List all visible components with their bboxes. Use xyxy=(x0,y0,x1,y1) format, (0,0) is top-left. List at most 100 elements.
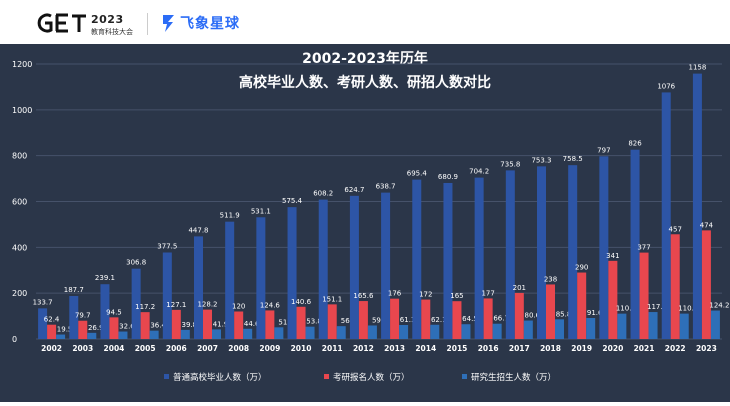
data-label: 165 xyxy=(450,292,463,300)
bar xyxy=(327,304,337,339)
data-label: 56 xyxy=(341,317,350,325)
data-label: 624.7 xyxy=(344,186,364,194)
bar xyxy=(69,295,79,339)
bar xyxy=(274,327,284,339)
data-label: 110.6 xyxy=(616,305,637,313)
bar xyxy=(639,252,649,339)
bar xyxy=(194,236,203,339)
bar xyxy=(38,308,48,339)
x-tick-label: 2007 xyxy=(197,344,218,353)
bar xyxy=(421,299,431,339)
bar xyxy=(265,310,275,339)
bar xyxy=(203,309,212,339)
bar xyxy=(47,324,57,339)
bar xyxy=(599,156,609,339)
bar xyxy=(555,319,564,339)
bar xyxy=(381,192,391,339)
x-axis: 2002 2003 2004 2005 2006 2007 2008 2009 2010 2011… xyxy=(41,344,717,353)
bar xyxy=(87,332,97,339)
data-label: 94.5 xyxy=(106,308,122,316)
x-tick-label: 2012 xyxy=(353,344,374,353)
bar xyxy=(430,324,440,339)
data-label: 79.7 xyxy=(75,312,91,320)
header-divider xyxy=(147,13,148,35)
bar xyxy=(234,311,244,339)
data-label: 128.2 xyxy=(197,301,217,309)
bar xyxy=(679,313,689,339)
bar xyxy=(452,301,462,339)
bar xyxy=(608,260,618,339)
data-label: 638.7 xyxy=(376,183,396,191)
y-tick-label: 0 xyxy=(12,335,17,344)
data-label: 176 xyxy=(388,290,402,298)
bar xyxy=(461,324,471,339)
bar xyxy=(318,199,328,339)
data-label: 53.8 xyxy=(306,318,322,326)
data-label: 62.1 xyxy=(431,316,447,324)
x-tick-label: 2006 xyxy=(166,344,187,353)
brand-subtitle: 教育科技大会 xyxy=(91,28,133,36)
y-tick-label: 800 xyxy=(12,152,27,161)
bar xyxy=(140,312,150,339)
bar xyxy=(390,298,400,339)
data-label: 172 xyxy=(419,291,432,299)
get-logo-icon xyxy=(37,13,86,33)
data-label: 377.5 xyxy=(157,242,177,250)
bar xyxy=(287,207,297,339)
bar xyxy=(367,325,377,339)
data-label: 290 xyxy=(575,264,588,272)
bar xyxy=(100,284,110,339)
x-tick-label: 2016 xyxy=(478,344,499,353)
bar xyxy=(505,170,515,339)
bar xyxy=(256,217,266,339)
x-tick-label: 2020 xyxy=(602,344,623,353)
bar xyxy=(149,330,159,339)
data-label: 680.9 xyxy=(438,173,458,181)
y-tick-label: 600 xyxy=(12,198,27,207)
data-label: 608.2 xyxy=(313,190,333,198)
x-tick-label: 2021 xyxy=(634,344,655,353)
bar xyxy=(305,326,315,339)
bar xyxy=(296,306,306,339)
legend-label: 研究生招生人数（万） xyxy=(471,372,556,383)
x-tick-label: 2005 xyxy=(135,344,156,353)
data-label: 377 xyxy=(637,244,650,252)
x-tick-label: 2017 xyxy=(509,344,530,353)
bar-series: 133.7 62.4 19.5 187.7 79.7 26.9 239.1 94.5 32.6 3… xyxy=(33,64,729,339)
data-label: 1076 xyxy=(657,82,675,90)
data-label: 44.6 xyxy=(244,320,260,328)
x-tick-label: 2004 xyxy=(104,344,125,353)
data-label: 187.7 xyxy=(64,286,84,294)
y-tick-label: 400 xyxy=(12,243,27,252)
bar xyxy=(492,323,502,339)
x-tick-label: 2019 xyxy=(571,344,592,353)
bar xyxy=(78,320,88,339)
bar xyxy=(586,318,596,339)
bar xyxy=(568,165,578,339)
data-label: 124.6 xyxy=(260,301,281,309)
bar xyxy=(670,234,680,339)
bar xyxy=(577,272,587,339)
bar xyxy=(399,324,409,339)
x-tick-label: 2008 xyxy=(228,344,249,353)
data-label: 32.6 xyxy=(119,323,135,331)
data-label: 80.6 xyxy=(525,312,541,320)
data-label: 51 xyxy=(278,318,287,326)
data-label: 531.1 xyxy=(251,207,271,215)
data-label: 165.6 xyxy=(353,292,374,300)
data-label: 62.4 xyxy=(44,316,60,324)
data-label: 474 xyxy=(700,221,714,229)
chart-title: 2002-2023年历年 xyxy=(302,50,428,67)
data-label: 19.5 xyxy=(57,326,73,334)
data-label: 120 xyxy=(232,303,245,311)
chart-panel: 2002-2023年历年 高校毕业人数、考研人数、研招人数对比 0 200 400 6… xyxy=(0,44,730,402)
data-label: 66.7 xyxy=(493,315,509,323)
x-tick-label: 2022 xyxy=(665,344,686,353)
bar xyxy=(692,73,702,339)
bar xyxy=(243,328,253,339)
bar xyxy=(546,284,555,339)
data-label: 238 xyxy=(544,275,557,283)
bar-chart: 2002-2023年历年 高校毕业人数、考研人数、研招人数对比 0 200 400 6… xyxy=(12,50,729,383)
legend-swatch xyxy=(462,374,467,379)
legend: 普通高校毕业人数（万） 考研报名人数（万） 研究生招生人数（万） xyxy=(164,372,556,383)
